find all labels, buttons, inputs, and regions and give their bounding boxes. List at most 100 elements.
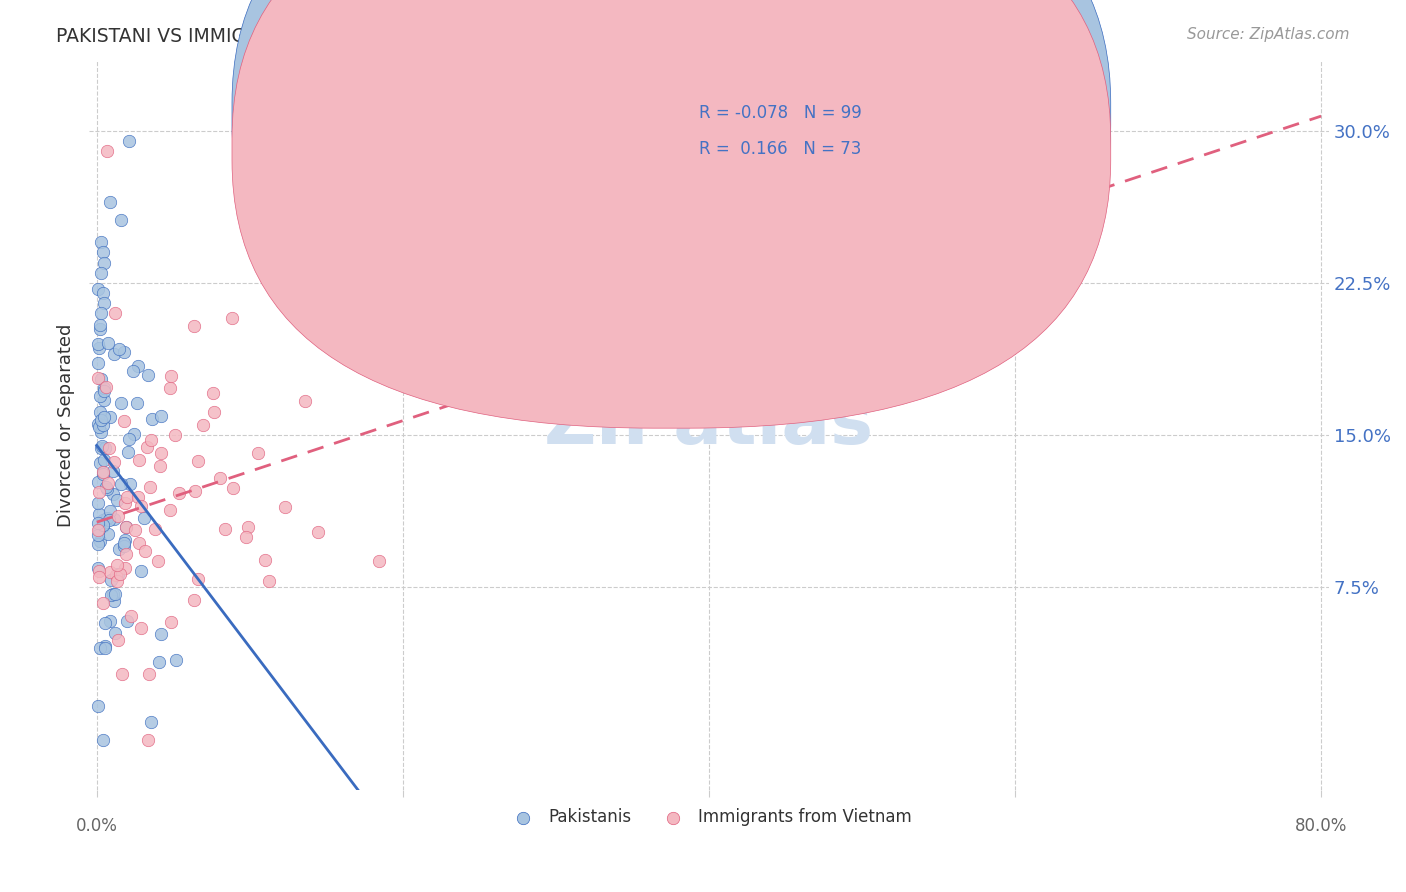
Point: [112, 539, 135, 553]
Point: [97, 475, 120, 490]
Point: [94, 380, 117, 394]
Point: [93, 410, 115, 425]
Point: [100, 573, 122, 587]
Point: [100, 194, 122, 209]
Point: [93, 384, 115, 399]
Point: [236, 519, 259, 533]
Point: [93, 467, 115, 481]
Point: [98, 503, 121, 517]
Point: [89, 534, 111, 549]
Point: [93, 513, 115, 527]
Point: [93, 453, 115, 467]
Point: [132, 511, 155, 525]
Point: [221, 311, 243, 326]
Point: [146, 554, 169, 568]
Point: [87, 537, 110, 551]
Text: R = -0.078   N = 99: R = -0.078 N = 99: [699, 104, 862, 122]
Point: [87, 565, 110, 579]
Point: [149, 446, 172, 460]
Point: [150, 409, 173, 423]
Point: [222, 481, 245, 495]
Point: [87, 475, 110, 489]
Point: [254, 552, 277, 566]
Point: [91, 439, 114, 453]
Point: [136, 368, 159, 382]
Point: [115, 520, 138, 534]
Point: [97, 442, 120, 456]
Point: [89, 405, 111, 419]
Point: [87, 282, 110, 296]
Point: [104, 626, 127, 640]
Point: [91, 417, 114, 432]
Point: [89, 322, 111, 336]
Point: [87, 484, 110, 499]
Point: [90, 413, 112, 427]
Point: [90, 441, 112, 455]
Point: [94, 640, 117, 655]
Point: [114, 533, 136, 547]
Point: [91, 285, 114, 300]
Point: [307, 524, 329, 539]
Point: [89, 456, 111, 470]
Point: [114, 561, 136, 575]
Point: [160, 615, 183, 629]
Point: [94, 639, 117, 653]
Point: [100, 588, 122, 602]
Point: [120, 609, 142, 624]
Point: [103, 347, 125, 361]
Text: Source: ZipAtlas.com: Source: ZipAtlas.com: [1187, 27, 1350, 42]
Point: [114, 496, 136, 510]
Point: [87, 417, 110, 431]
Point: [105, 574, 128, 589]
Point: [131, 621, 153, 635]
Point: [98, 614, 121, 628]
Point: [169, 485, 191, 500]
Point: [103, 486, 125, 500]
Point: [134, 544, 156, 558]
Point: [89, 389, 111, 403]
Text: 0.0%: 0.0%: [76, 817, 118, 835]
Point: [110, 395, 132, 409]
Point: [91, 465, 114, 479]
Point: [103, 587, 125, 601]
Point: [87, 528, 110, 542]
Point: [138, 480, 160, 494]
Point: [112, 345, 135, 359]
Point: [191, 417, 214, 432]
Point: [87, 341, 110, 355]
Point: [87, 570, 110, 584]
Point: [108, 343, 131, 357]
Point: [108, 542, 131, 557]
Point: [98, 565, 121, 579]
Point: [90, 266, 112, 280]
Point: [100, 410, 122, 425]
Point: [89, 507, 111, 521]
Point: [91, 732, 114, 747]
Point: [96, 510, 118, 524]
Point: [90, 372, 112, 386]
Point: [159, 381, 181, 395]
Point: [115, 614, 138, 628]
Point: [89, 318, 111, 333]
Point: [141, 714, 163, 729]
Legend: Pakistanis, Immigrants from Vietnam: Pakistanis, Immigrants from Vietnam: [499, 802, 918, 833]
Point: [87, 698, 110, 713]
Point: [93, 255, 115, 269]
Point: [202, 405, 225, 419]
Point: [108, 566, 131, 581]
Point: [96, 144, 118, 158]
Point: [93, 392, 115, 407]
Point: [90, 235, 112, 250]
Point: [135, 441, 157, 455]
Point: [128, 536, 150, 550]
Point: [96, 482, 118, 496]
Point: [110, 212, 132, 227]
Point: [187, 572, 209, 586]
Point: [98, 513, 121, 527]
Point: [274, 500, 297, 514]
Point: [209, 471, 232, 485]
Point: [149, 459, 172, 474]
Point: [114, 520, 136, 534]
Point: [87, 522, 110, 536]
Point: [89, 641, 111, 656]
